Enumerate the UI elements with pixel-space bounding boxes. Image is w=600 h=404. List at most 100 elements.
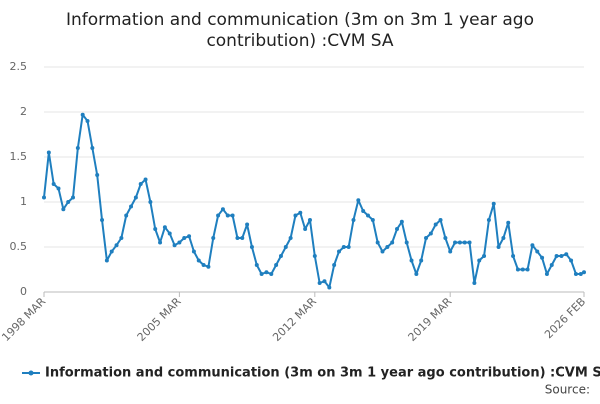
data-point — [520, 267, 525, 272]
data-point — [187, 234, 192, 239]
data-point — [162, 225, 167, 230]
data-point — [540, 255, 545, 260]
y-tick-label: 2.5 — [10, 60, 28, 73]
data-point — [148, 200, 153, 204]
data-point — [356, 198, 361, 203]
data-point — [332, 263, 337, 267]
data-point — [370, 218, 375, 222]
data-point — [104, 258, 109, 263]
data-point — [341, 245, 346, 249]
data-point — [71, 195, 76, 200]
data-point — [549, 263, 554, 267]
data-point — [61, 207, 66, 212]
data-point — [496, 245, 501, 249]
legend-marker — [28, 370, 34, 376]
data-point — [220, 207, 225, 212]
data-point — [409, 258, 414, 263]
data-point — [216, 213, 221, 218]
chart-title: contribution) :CVM SA — [206, 31, 393, 51]
data-point — [274, 263, 279, 267]
y-tick-label: 0.5 — [10, 240, 28, 253]
data-point — [535, 249, 540, 254]
data-point — [100, 218, 105, 222]
x-tick-label: 2012 MAR — [270, 295, 319, 344]
data-point — [167, 231, 172, 236]
series-line — [43, 113, 585, 289]
data-point — [544, 272, 549, 276]
x-tick-label: 2005 MAR — [135, 295, 184, 344]
data-point — [390, 240, 395, 245]
data-point — [511, 254, 516, 258]
data-point — [133, 195, 138, 200]
data-point — [51, 182, 56, 186]
data-point — [385, 245, 390, 249]
data-point — [298, 210, 303, 215]
data-point — [506, 220, 511, 225]
data-point — [293, 213, 298, 218]
x-tick-label: 1998 MAR — [0, 295, 48, 344]
data-point — [351, 218, 356, 222]
data-point — [211, 236, 216, 240]
data-point — [322, 279, 327, 284]
data-point — [380, 249, 385, 254]
data-point — [477, 258, 482, 263]
data-point — [138, 182, 143, 186]
data-point — [153, 227, 158, 231]
data-point — [491, 201, 496, 206]
data-point — [482, 254, 487, 258]
data-point — [317, 281, 322, 285]
data-point — [177, 240, 182, 245]
data-point — [515, 267, 520, 272]
data-point — [264, 270, 269, 275]
data-point — [404, 240, 409, 245]
data-point — [124, 213, 129, 218]
data-point — [312, 254, 317, 258]
data-point — [578, 272, 583, 276]
data-point — [201, 263, 206, 267]
data-point — [240, 236, 245, 240]
source: Source: — [545, 383, 590, 397]
data-point — [375, 240, 380, 245]
data-point — [269, 272, 274, 276]
data-point — [457, 240, 462, 245]
data-point — [467, 240, 472, 245]
x-tick-label: 2019 MAR — [406, 295, 455, 344]
data-point — [66, 200, 71, 204]
data-point — [530, 243, 535, 248]
data-point — [85, 119, 90, 123]
chart-title: Information and communication (3m on 3m … — [66, 10, 534, 30]
legend-label: Information and communication (3m on 3m … — [45, 366, 600, 381]
data-point — [119, 236, 124, 240]
x-tick-label: 2026 FEB — [542, 295, 588, 341]
data-point — [90, 146, 95, 150]
data-point — [448, 249, 453, 254]
data-point — [419, 258, 424, 263]
data-point — [235, 236, 240, 240]
data-point — [278, 254, 283, 258]
data-point — [196, 258, 201, 263]
data-point — [172, 243, 177, 248]
data-point — [75, 146, 80, 150]
data-point — [249, 245, 254, 249]
y-tick-label: 2 — [20, 105, 27, 118]
data-point — [283, 245, 288, 249]
data-point — [158, 240, 163, 245]
data-point — [95, 173, 100, 177]
data-point — [399, 219, 404, 224]
data-point — [80, 112, 85, 117]
data-point — [225, 213, 230, 218]
data-point — [230, 213, 235, 218]
data-point — [46, 150, 51, 155]
data-point — [472, 281, 477, 285]
data-point — [114, 243, 119, 248]
data-point — [462, 240, 467, 245]
data-point — [336, 249, 341, 254]
legend-item: Information and communication (3m on 3m … — [22, 366, 600, 381]
data-point — [206, 264, 211, 269]
data-point — [129, 204, 134, 209]
data-point — [569, 258, 574, 263]
data-point — [573, 272, 578, 276]
y-tick-label: 1.5 — [10, 150, 28, 163]
data-point — [582, 270, 586, 275]
data-point — [245, 222, 250, 227]
